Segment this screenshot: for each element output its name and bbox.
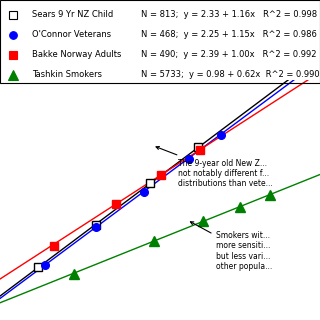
Text: O'Connor Veterans: O'Connor Veterans [32, 30, 111, 39]
Text: The 9-year old New Z...
not notably different f...
distributions than vete...: The 9-year old New Z... not notably diff… [156, 147, 273, 188]
Text: N = 5733;  y = 0.98 + 0.62x  R^2 = 0.990: N = 5733; y = 0.98 + 0.62x R^2 = 0.990 [141, 70, 319, 79]
Text: N = 468;  y = 2.25 + 1.15x   R^2 = 0.986: N = 468; y = 2.25 + 1.15x R^2 = 0.986 [141, 30, 317, 39]
Text: Smokers wit...
more sensiti...
but less vari...
other popula...: Smokers wit... more sensiti... but less … [190, 222, 273, 271]
Text: Tashkin Smokers: Tashkin Smokers [32, 70, 102, 79]
Text: N = 813;  y = 2.33 + 1.16x   R^2 = 0.998: N = 813; y = 2.33 + 1.16x R^2 = 0.998 [141, 11, 317, 20]
Text: Sears 9 Yr NZ Child: Sears 9 Yr NZ Child [32, 11, 113, 20]
Text: N = 490;  y = 2.39 + 1.00x   R^2 = 0.992: N = 490; y = 2.39 + 1.00x R^2 = 0.992 [141, 51, 316, 60]
Text: Bakke Norway Adults: Bakke Norway Adults [32, 51, 121, 60]
